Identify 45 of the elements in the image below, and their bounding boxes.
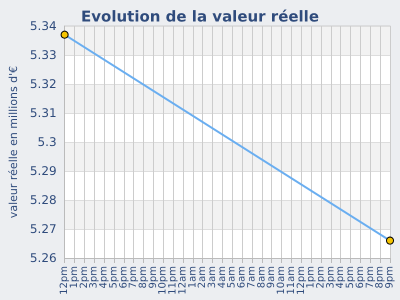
x-tick-label: 10pm [158, 266, 169, 295]
y-tick-label: 5.31 [30, 106, 57, 120]
x-tick-label: 2am [197, 266, 208, 288]
chart-title: Evolution de la valeur réelle [80, 8, 320, 26]
x-tick-label: 5am [226, 266, 238, 288]
x-tick-label: 1pm [68, 266, 80, 288]
x-tick-label: 4pm [335, 266, 346, 288]
x-tick-label: 9pm [148, 266, 159, 288]
x-tick-label: 3pm [88, 266, 100, 288]
x-tick-label: 6pm [354, 266, 366, 288]
y-tick-label: 5.26 [30, 251, 57, 265]
x-tick-label: 6am [236, 266, 248, 288]
x-tick-label: 2pm [78, 266, 90, 288]
x-tick-label: 3am [207, 266, 218, 288]
x-tick-label: 7am [246, 266, 258, 288]
x-tick-label: 12am [177, 266, 188, 295]
x-tick-label: 11pm [168, 266, 179, 295]
x-tick-label: 12pm [296, 266, 307, 295]
x-tick-label: 5pm [108, 266, 120, 288]
x-tick-label: 9pm [384, 266, 396, 288]
x-tick-label: 1pm [306, 266, 317, 288]
x-tick-label: 7pm [128, 266, 140, 288]
x-tick-label: 7pm [364, 266, 376, 288]
x-tick-label: 10am [276, 266, 288, 295]
x-tick-label: 9am [266, 266, 278, 288]
x-tick-label: 2pm [315, 266, 326, 288]
x-tick-label: 6pm [118, 266, 130, 288]
x-tick-label: 4pm [98, 266, 110, 288]
y-tick-label: 5.34 [30, 19, 57, 33]
x-tick-label: 8pm [138, 266, 149, 288]
x-tick-label: 3pm [325, 266, 336, 288]
x-tick-label: 11am [286, 266, 297, 295]
x-tick-label: 4am [216, 266, 228, 288]
y-axis-title: valeur réelle en millions d'€ [7, 66, 20, 218]
y-tick-label: 5.28 [30, 193, 57, 207]
x-tick-label: 8am [256, 266, 268, 288]
y-tick-label: 5.27 [30, 222, 57, 236]
y-tick-label: 5.32 [30, 77, 57, 91]
x-tick-label: 1am [187, 266, 198, 288]
x-tick-label: 12pm [59, 266, 70, 295]
x-tick-label: 8pm [374, 266, 386, 288]
x-tick-label: 5pm [345, 266, 356, 288]
y-tick-label: 5.29 [30, 164, 57, 178]
y-tick-label: 5.33 [30, 48, 57, 62]
y-tick-label: 5.3 [38, 135, 57, 149]
